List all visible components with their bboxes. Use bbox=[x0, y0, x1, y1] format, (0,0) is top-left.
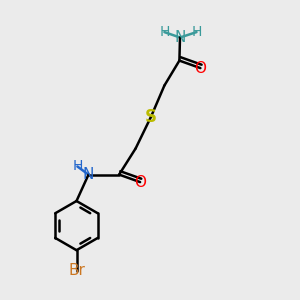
Text: H: H bbox=[159, 25, 170, 39]
Text: Br: Br bbox=[68, 263, 85, 278]
Text: H: H bbox=[191, 25, 202, 39]
Text: H: H bbox=[72, 160, 82, 173]
Text: O: O bbox=[194, 61, 206, 76]
Text: N: N bbox=[174, 30, 186, 45]
Text: O: O bbox=[134, 175, 146, 190]
Text: N: N bbox=[83, 167, 94, 182]
Text: S: S bbox=[145, 108, 157, 126]
